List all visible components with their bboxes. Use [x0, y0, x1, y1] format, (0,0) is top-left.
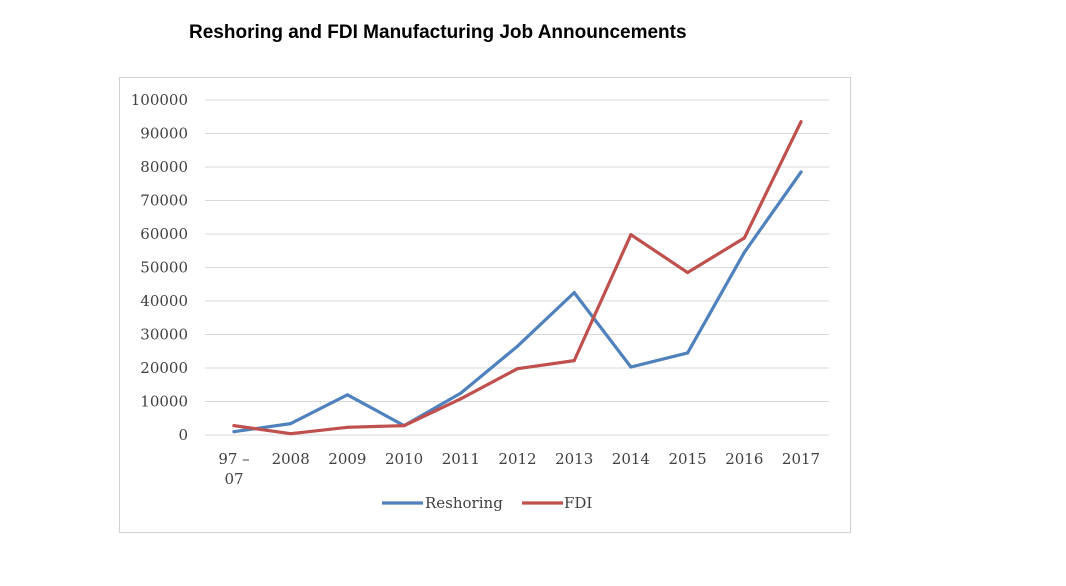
data-point-fdi — [232, 424, 236, 428]
x-tick-label: 2010 — [385, 450, 423, 468]
x-tick-label: 2011 — [442, 450, 480, 468]
y-tick-label: 60000 — [140, 225, 188, 243]
y-axis-ticks: 1000009000080000700006000050000400003000… — [131, 91, 188, 444]
x-tick-label: 97 –07 — [218, 450, 249, 488]
data-point-reshoring — [572, 291, 576, 295]
data-point-reshoring — [515, 344, 520, 348]
data-point-reshoring — [629, 365, 633, 369]
x-axis-ticks: 97 –07 2008 2009 2010 2011 2012 2013 2014 2015 20… — [218, 450, 820, 488]
data-point-fdi — [742, 236, 746, 240]
data-point-fdi — [572, 359, 576, 363]
x-tick-label: 2012 — [498, 450, 536, 468]
gridlines — [205, 99, 829, 436]
x-tick-label: 2009 — [328, 450, 366, 468]
y-tick-label: 50000 — [140, 259, 188, 277]
data-point-fdi — [459, 397, 463, 401]
chart-title: Reshoring and FDI Manufacturing Job Anno… — [189, 22, 687, 43]
data-point-fdi — [289, 432, 293, 436]
y-tick-label: 90000 — [140, 125, 188, 143]
data-point-fdi — [345, 425, 349, 429]
series-lines — [232, 120, 803, 436]
x-tick-label: 2013 — [555, 450, 593, 468]
y-tick-label: 0 — [178, 426, 188, 444]
data-point-reshoring — [232, 430, 236, 434]
legend: Reshoring FDI — [382, 494, 592, 512]
y-tick-label: 40000 — [140, 292, 188, 310]
data-point-reshoring — [799, 170, 803, 174]
legend-label-reshoring: Reshoring — [425, 494, 503, 512]
x-tick-label: 2008 — [272, 450, 310, 468]
data-point-reshoring — [459, 391, 463, 395]
data-point-reshoring — [345, 393, 349, 397]
data-point-fdi — [402, 424, 406, 428]
data-point-reshoring — [289, 422, 293, 426]
data-point-fdi — [799, 120, 803, 124]
data-point-fdi — [629, 233, 633, 237]
x-tick-label: 2016 — [725, 450, 763, 468]
data-point-fdi — [686, 270, 690, 275]
x-tick-label: 2017 — [782, 450, 820, 468]
y-tick-label: 70000 — [140, 192, 188, 210]
y-tick-label: 10000 — [140, 393, 188, 411]
data-point-fdi — [515, 367, 520, 371]
y-tick-label: 100000 — [131, 91, 188, 109]
y-tick-label: 80000 — [140, 158, 188, 176]
data-point-reshoring — [742, 250, 746, 255]
y-tick-label: 20000 — [140, 359, 188, 377]
legend-label-fdi: FDI — [564, 494, 592, 512]
y-tick-label: 30000 — [140, 326, 188, 344]
x-tick-label: 2014 — [612, 450, 650, 468]
x-tick-label: 2015 — [669, 450, 707, 468]
data-point-reshoring — [686, 351, 690, 355]
chart-frame — [119, 77, 851, 533]
